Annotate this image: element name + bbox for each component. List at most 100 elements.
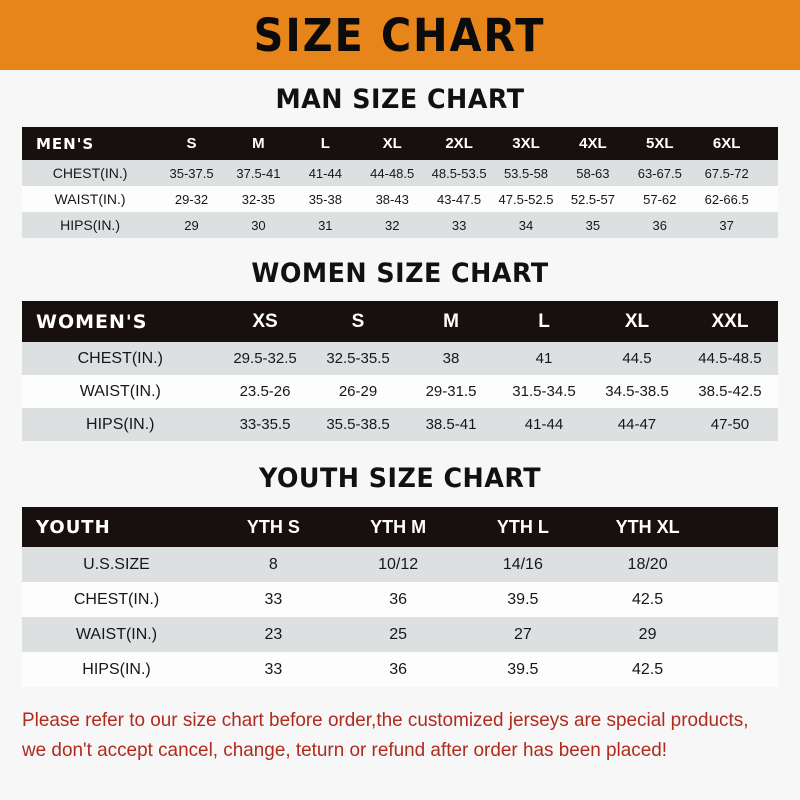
table-row: WAIST(IN.) 29-32 32-35 35-38 38-43 43-47.5 47.…	[22, 186, 778, 212]
men-cell: 29	[184, 217, 199, 233]
youth-row-label: WAIST(IN.)	[75, 625, 158, 643]
men-cell: 37	[719, 217, 734, 233]
man-table-body: CHEST(IN.) 35-37.5 37.5-41 41-44 44-48.5 48.5…	[22, 160, 778, 238]
youth-row-label: CHEST(IN.)	[73, 590, 160, 608]
men-cell-filler	[760, 212, 778, 238]
women-row-label: HIPS(IN.)	[86, 415, 155, 433]
women-header-filler	[776, 301, 778, 342]
women-cell-filler	[776, 375, 778, 408]
youth-cell: 10/12	[378, 555, 419, 573]
youth-row-label: HIPS(IN.)	[82, 660, 151, 678]
women-cell: 33-35.5	[239, 416, 291, 433]
women-size-table: WOMEN'S XS S M L XL XXL CHEST(IN.) 29.5-32.5 32…	[22, 301, 778, 441]
table-row: CHEST(IN.) 35-37.5 37.5-41 41-44 44-48.5 48.5…	[22, 160, 778, 186]
men-cell: 36	[652, 217, 667, 233]
section-women: WOMEN SIZE CHART WOMEN'S XS S M L XL XXL CHES…	[0, 238, 800, 441]
women-table-header-row: WOMEN'S XS S M L XL XXL	[22, 301, 778, 342]
women-size-header: S	[351, 310, 365, 332]
women-cell: 23.5-26	[239, 383, 291, 400]
youth-size-header: YTH S	[246, 516, 300, 537]
men-cell: 32-35	[241, 191, 276, 207]
men-cell: 44-48.5	[370, 165, 415, 181]
men-row-label: CHEST(IN.)	[52, 165, 128, 181]
youth-cell: 36	[389, 660, 407, 678]
women-cell: 26-29	[338, 383, 378, 400]
youth-header-label: YOUTH	[36, 516, 111, 538]
youth-cell-filler	[710, 617, 778, 652]
women-cell: 47-50	[710, 416, 750, 433]
youth-cell: 39.5	[507, 660, 539, 678]
men-cell: 47.5-52.5	[498, 191, 554, 207]
men-cell-filler	[760, 160, 778, 186]
men-cell: 34	[518, 217, 534, 233]
section-youth: YOUTH SIZE CHART YOUTH YTH S YTH M YTH L YT…	[0, 441, 800, 687]
page-banner: SIZE CHART	[0, 0, 800, 70]
youth-cell: 36	[389, 590, 407, 608]
women-header-label: WOMEN'S	[36, 310, 148, 333]
youth-cell: 27	[513, 625, 532, 643]
youth-cell: 33	[264, 590, 283, 608]
youth-size-header: YTH L	[496, 516, 549, 537]
women-cell: 44-47	[617, 416, 657, 433]
men-cell: 52.5-57	[570, 191, 615, 207]
women-cell: 31.5-34.5	[512, 383, 576, 400]
women-cell: 32.5-35.5	[326, 350, 390, 367]
women-cell: 29.5-32.5	[233, 350, 297, 367]
women-cell: 29-31.5	[425, 383, 477, 400]
men-cell: 32	[384, 217, 400, 233]
youth-cell: 25	[389, 625, 407, 643]
men-cell: 35	[585, 217, 601, 233]
youth-size-header: YTH M	[370, 516, 427, 537]
footer-note: Please refer to our size chart before or…	[22, 705, 755, 765]
men-size-header: M	[252, 135, 265, 152]
men-row-label: HIPS(IN.)	[60, 217, 120, 233]
youth-cell-filler	[710, 547, 778, 582]
men-size-header: 5XL	[646, 135, 674, 152]
men-size-header: 2XL	[445, 135, 473, 152]
man-table-header-row: MEN'S S M L XL 2XL 3XL 4XL 5XL 6XL	[22, 127, 778, 160]
women-cell-filler	[776, 342, 778, 375]
section-man: MAN SIZE CHART MEN'S S M L XL 2XL 3XL 4XL 5XL 6X…	[0, 70, 800, 238]
women-cell: 44.5-48.5	[698, 350, 762, 367]
women-table-body: CHEST(IN.) 29.5-32.5 32.5-35.5 38 41 44.5 44.5…	[22, 342, 778, 441]
women-cell: 34.5-38.5	[605, 383, 669, 400]
men-size-header: XL	[382, 135, 402, 152]
table-row: U.S.SIZE 8 10/12 14/16 18/20	[22, 547, 778, 582]
women-row-label: WAIST(IN.)	[79, 382, 161, 400]
page-title: SIZE CHART	[254, 8, 546, 62]
table-row: CHEST(IN.) 29.5-32.5 32.5-35.5 38 41 44.5 44.5…	[22, 342, 778, 375]
table-row: WAIST(IN.) 23.5-26 26-29 29-31.5 31.5-34.5 34…	[22, 375, 778, 408]
section-title-youth: YOUTH SIZE CHART	[258, 463, 542, 494]
men-size-header: S	[186, 135, 197, 152]
youth-cell: 18/20	[627, 555, 668, 573]
women-cell: 38	[442, 350, 460, 367]
youth-row-label: U.S.SIZE	[83, 555, 150, 573]
women-cell-filler	[776, 408, 778, 441]
women-size-header: XXL	[711, 310, 749, 332]
youth-cell: 42.5	[632, 660, 664, 678]
men-size-header: 4XL	[579, 135, 607, 152]
women-cell: 41	[535, 350, 553, 367]
youth-cell: 23	[264, 625, 283, 643]
youth-cell: 39.5	[507, 590, 539, 608]
table-row: WAIST(IN.) 23 25 27 29	[22, 617, 778, 652]
women-cell: 41-44	[524, 416, 564, 433]
men-cell: 30	[251, 217, 266, 233]
table-row: CHEST(IN.) 33 36 39.5 42.5	[22, 582, 778, 617]
men-row-label: WAIST(IN.)	[54, 191, 126, 207]
men-cell: 67.5-72	[704, 165, 749, 181]
footer-note-line-1: Please refer to our size chart before or…	[22, 709, 749, 731]
men-cell: 35-38	[308, 191, 342, 207]
youth-table-body: U.S.SIZE 8 10/12 14/16 18/20 CHEST(IN.) 33 36 39…	[22, 547, 778, 687]
women-size-header: XS	[252, 310, 278, 332]
women-size-header: XL	[624, 310, 650, 332]
men-size-header: 6XL	[712, 135, 741, 152]
men-size-header: L	[320, 135, 330, 152]
youth-table-header-row: YOUTH YTH S YTH M YTH L YTH XL	[22, 507, 778, 547]
women-cell: 44.5	[622, 350, 652, 367]
women-cell: 35.5-38.5	[326, 416, 390, 433]
men-cell: 31	[318, 217, 333, 233]
men-cell: 57-62	[643, 191, 677, 207]
men-cell: 33	[451, 217, 467, 233]
man-header-label: MEN'S	[36, 134, 95, 153]
